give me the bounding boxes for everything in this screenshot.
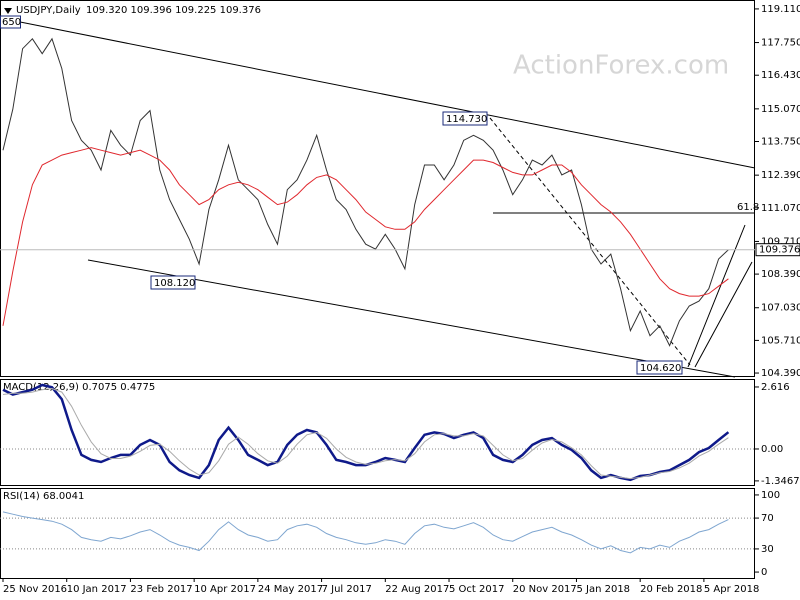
watermark: ActionForex.com — [513, 51, 729, 81]
y-tick-label: 30 — [761, 544, 774, 555]
price-box — [755, 243, 800, 257]
symbol: USDJPY,Daily — [16, 5, 81, 16]
series-line — [2, 511, 729, 554]
y-tick-label: 100 — [761, 490, 780, 501]
y-tick-label: 117.750 — [761, 38, 800, 49]
label-box — [442, 111, 488, 126]
y-tick-label: 112.390 — [761, 170, 800, 181]
y-tick-label: 2.616 — [761, 382, 790, 393]
series-line — [2, 147, 729, 326]
annotation: 114.730 — [446, 114, 487, 125]
fib-label: 61.8 — [737, 202, 759, 213]
rsi-panel — [0, 488, 755, 579]
price-label: 109.376 — [759, 245, 800, 256]
rsi-title: RSI(14) 68.0041 — [3, 491, 84, 502]
x-tick-label: 22 Aug 2017 — [385, 584, 449, 595]
y-tick-label: 115.070 — [761, 104, 800, 115]
x-tick-label: 5 Jan 2018 — [576, 584, 630, 595]
x-tick-label: 5 Apr 2018 — [704, 584, 759, 595]
series-line — [2, 387, 729, 480]
x-tick-label: 5 Oct 2017 — [449, 584, 504, 595]
x-tick-label: 20 Feb 2018 — [640, 584, 702, 595]
x-tick-label: 10 Apr 2017 — [194, 584, 256, 595]
y-tick-label: 70 — [761, 513, 774, 524]
series-line — [2, 37, 729, 347]
x-tick-label: 23 Feb 2017 — [130, 584, 192, 595]
y-tick-label: 104.390 — [761, 368, 800, 379]
series-line — [2, 383, 730, 482]
x-tick-label: 25 Nov 2016 — [3, 584, 67, 595]
trend-line — [0, 17, 756, 169]
price-panel — [0, 0, 755, 377]
macd-panel — [0, 379, 755, 486]
y-tick-label: 111.070 — [761, 203, 800, 214]
trend-line — [687, 224, 746, 368]
y-tick-label: 108.390 — [761, 269, 800, 280]
macd-title: MACD(12,26,9) 0.7075 0.4775 — [3, 382, 155, 393]
label-box — [150, 275, 196, 290]
trend-line — [87, 259, 736, 378]
annotation: 104.620 — [640, 363, 681, 374]
y-tick-label: 113.750 — [761, 137, 800, 148]
ohlc: 109.320 109.396 109.225 109.376 — [86, 5, 261, 16]
y-tick-label: 109.710 — [761, 236, 800, 247]
x-tick-label: 20 Nov 2017 — [513, 584, 577, 595]
x-tick-label: 7 Jul 2017 — [322, 584, 372, 595]
y-tick-label: 119.110 — [761, 4, 800, 15]
x-tick-label: 24 May 2017 — [258, 584, 323, 595]
dropdown-icon[interactable] — [4, 8, 12, 14]
y-tick-label: 0.00 — [761, 444, 783, 455]
label-box — [0, 15, 21, 29]
annotation: 108.120 — [154, 278, 195, 289]
trend-line — [489, 117, 691, 366]
label-box — [636, 360, 683, 375]
y-tick-label: -1.3467 — [761, 476, 800, 487]
y-tick-label: 105.710 — [761, 335, 800, 346]
x-tick-label: 10 Jan 2017 — [67, 584, 127, 595]
y-tick-label: 0 — [761, 567, 767, 578]
y-tick-label: 107.030 — [761, 303, 800, 314]
trend-line — [694, 261, 753, 368]
y-tick-label: 116.430 — [761, 70, 800, 81]
annotation: 650 — [2, 17, 21, 28]
